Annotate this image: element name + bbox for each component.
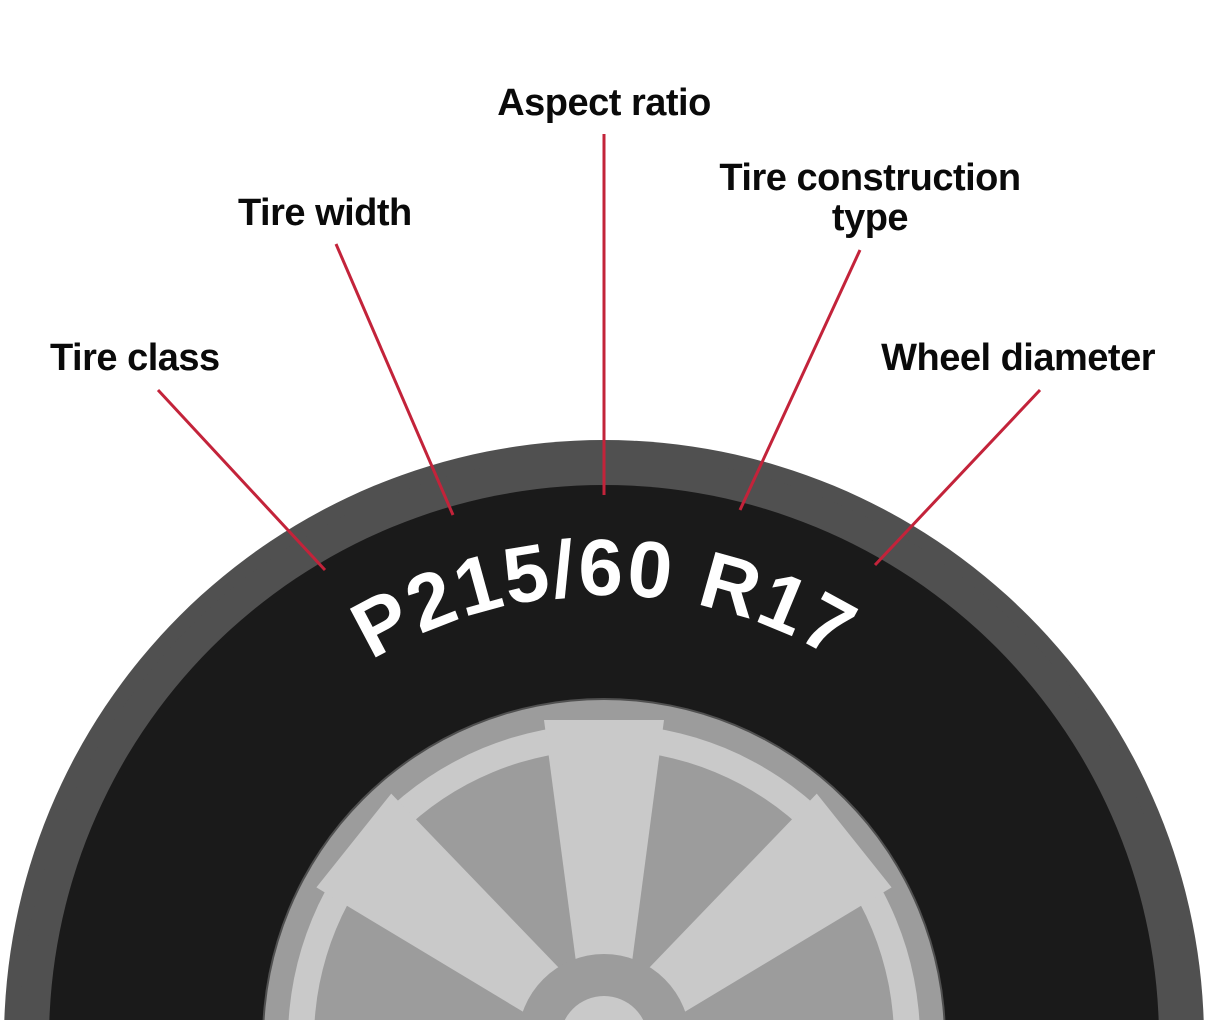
- tire-width-line: [336, 244, 453, 515]
- tire-diagram: P215/60 R17: [4, 440, 1204, 1020]
- tire-class-label: Tire class: [50, 337, 220, 379]
- wheel-diameter-label: Wheel diameter: [881, 337, 1156, 379]
- tire-width-label: Tire width: [238, 192, 412, 234]
- wheel-diameter-line: [875, 390, 1040, 565]
- tire-class-line: [158, 390, 325, 570]
- tire-construction-type-label: Tire constructiontype: [719, 157, 1020, 239]
- tire-construction-type-line: [740, 250, 860, 510]
- aspect-ratio-label: Aspect ratio: [497, 82, 711, 124]
